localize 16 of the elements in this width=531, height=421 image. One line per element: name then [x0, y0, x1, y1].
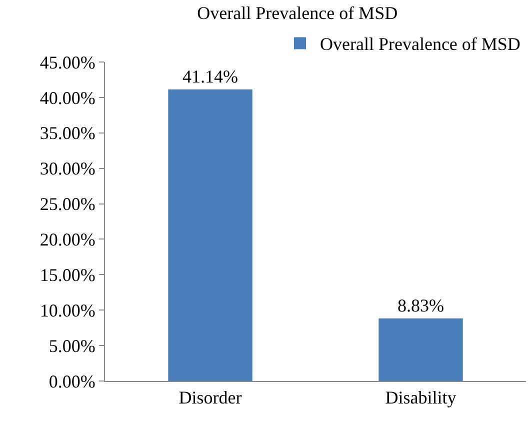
y-tick-label: 45.00% [40, 52, 96, 72]
y-tick-label: 15.00% [40, 264, 96, 285]
data-label: 8.83% [398, 295, 444, 316]
y-tick-label: 10.00% [40, 300, 96, 320]
data-label: 41.14% [182, 66, 238, 86]
y-tick-label: 25.00% [40, 194, 96, 214]
legend-label: Overall Prevalence of MSD [320, 34, 520, 54]
y-tick-label: 0.00% [48, 371, 96, 392]
x-tick-label: Disability [385, 388, 456, 408]
y-tick-label: 20.00% [40, 230, 96, 250]
y-tick-label: 35.00% [40, 123, 96, 144]
y-tick-label: 5.00% [48, 336, 96, 356]
chart-title: Overall Prevalence of MSD [197, 2, 398, 23]
y-tick-label: 40.00% [40, 88, 96, 108]
x-tick-label: Disorder [178, 388, 242, 408]
y-tick-label: 30.00% [40, 158, 96, 179]
